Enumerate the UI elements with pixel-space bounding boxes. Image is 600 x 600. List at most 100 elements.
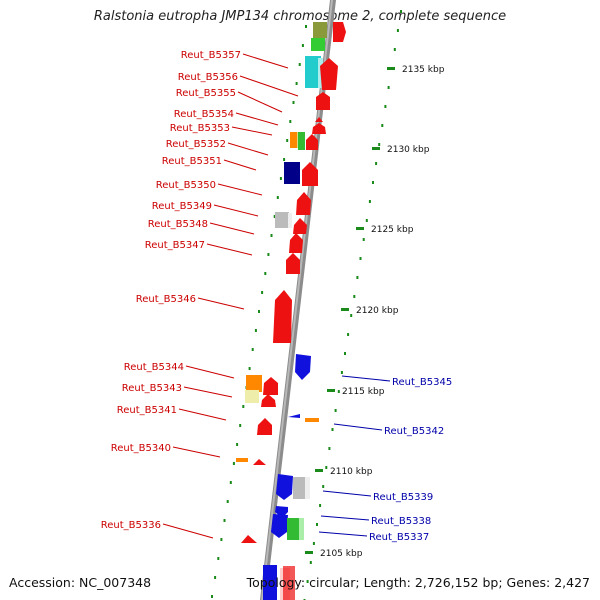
gene-block[interactable]: [245, 390, 259, 403]
gene-label[interactable]: Reut_B5339: [373, 492, 433, 503]
gene-label[interactable]: Reut_B5356: [178, 72, 238, 83]
gene-arrow[interactable]: [320, 58, 338, 90]
gene-block[interactable]: [275, 212, 289, 228]
tick-mark: [378, 143, 381, 146]
gene-label[interactable]: Reut_B5350: [156, 180, 216, 191]
gene-block[interactable]: [283, 566, 295, 600]
leader-line: [239, 75, 299, 97]
tick-mark: [305, 25, 307, 28]
gene-label[interactable]: Reut_B5354: [174, 109, 234, 120]
gene-arrow[interactable]: [263, 377, 278, 395]
gene-label[interactable]: Reut_B5341: [117, 405, 177, 416]
gene-arrow[interactable]: [315, 117, 323, 122]
tick-mark: [350, 314, 353, 317]
tick-mark: [362, 238, 365, 241]
gene-block[interactable]: [305, 477, 310, 499]
kbp-major-tick: [305, 551, 313, 554]
gene-label[interactable]: Reut_B5336: [101, 520, 161, 531]
tick-mark: [258, 310, 260, 313]
gene-arrow[interactable]: [276, 474, 293, 500]
leader-line: [318, 531, 368, 537]
gene-label[interactable]: Reut_B5343: [122, 383, 182, 394]
gene-block[interactable]: [305, 56, 321, 88]
left-label-leaders: [162, 53, 299, 539]
gene-block[interactable]: [298, 132, 305, 150]
gene-arrow[interactable]: [333, 22, 346, 42]
gene-block[interactable]: [284, 162, 300, 184]
leader-line: [183, 386, 233, 398]
gene-label[interactable]: Reut_B5355: [176, 88, 236, 99]
leader-line: [162, 523, 214, 539]
gene-block[interactable]: [299, 518, 304, 540]
leader-line: [206, 243, 253, 256]
leader-line: [197, 297, 245, 310]
tick-mark: [353, 295, 356, 298]
gene-block[interactable]: [288, 213, 292, 228]
tick-mark: [261, 291, 264, 294]
leader-line: [172, 446, 221, 458]
gene-arrow[interactable]: [316, 92, 330, 110]
gene-label[interactable]: Reut_B5337: [369, 532, 429, 543]
gene-arrow[interactable]: [306, 134, 318, 150]
gene-block[interactable]: [290, 132, 297, 148]
tick-mark: [217, 557, 220, 560]
gene-arrow[interactable]: [293, 218, 307, 234]
gene-arrow[interactable]: [312, 123, 326, 134]
tick-mark: [223, 519, 226, 522]
leader-line: [217, 183, 263, 196]
kbp-label: 2110 kbp: [330, 467, 373, 477]
gene-arrow[interactable]: [261, 394, 276, 407]
gene-arrow[interactable]: [271, 514, 288, 538]
tick-mark: [229, 481, 232, 484]
gene-label[interactable]: Reut_B5348: [148, 219, 208, 230]
tick-mark: [236, 443, 239, 446]
kbp-major-tick: [341, 308, 349, 311]
gene-label[interactable]: Reut_B5352: [166, 139, 226, 150]
gene-label[interactable]: Reut_B5340: [111, 443, 171, 454]
leader-line: [178, 408, 227, 421]
gene-block[interactable]: [318, 58, 323, 88]
gene-arrow[interactable]: [253, 459, 266, 465]
tick-mark: [248, 367, 251, 370]
outer-tick-track: [303, 10, 402, 600]
gene-arrow[interactable]: [302, 162, 318, 186]
tick-mark: [242, 405, 245, 408]
kbp-major-tick: [327, 389, 335, 392]
gene-block[interactable]: [311, 38, 325, 51]
gene-arrow[interactable]: [241, 535, 257, 543]
gene-label[interactable]: Reut_B5357: [181, 50, 241, 61]
gene-arrow[interactable]: [289, 233, 303, 253]
tick-mark: [279, 177, 282, 180]
gene-label[interactable]: Reut_B5349: [152, 201, 212, 212]
gene-label[interactable]: Reut_B5353: [170, 123, 230, 134]
tick-mark: [328, 447, 331, 450]
gene-label[interactable]: Reut_B5345: [392, 377, 452, 388]
gene-block[interactable]: [236, 458, 248, 462]
tick-mark: [220, 538, 223, 541]
gene-label[interactable]: Reut_B5346: [136, 294, 196, 305]
gene-label[interactable]: Reut_B5351: [162, 156, 222, 167]
tick-mark: [347, 333, 350, 336]
gene-arrow[interactable]: [286, 253, 300, 274]
gene-block[interactable]: [305, 418, 319, 422]
leader-line: [242, 53, 289, 69]
gene-block[interactable]: [246, 375, 262, 392]
tick-mark: [396, 29, 399, 32]
tick-mark: [214, 576, 217, 579]
gene-label[interactable]: Reut_B5347: [145, 240, 205, 251]
gene-arrow[interactable]: [295, 354, 311, 380]
gene-block[interactable]: [313, 22, 327, 38]
tick-mark: [239, 424, 242, 427]
gene-arrow[interactable]: [296, 192, 311, 215]
gene-label[interactable]: Reut_B5344: [124, 362, 184, 373]
gene-arrow[interactable]: [273, 290, 292, 343]
gene-arrow[interactable]: [288, 414, 300, 418]
gene-block[interactable]: [263, 565, 277, 600]
topology-summary: Topology: circular; Length: 2,726,152 bp…: [246, 575, 590, 590]
gene-label[interactable]: Reut_B5338: [371, 516, 431, 527]
tick-mark: [211, 595, 213, 598]
gene-label[interactable]: Reut_B5342: [384, 426, 444, 437]
tick-mark: [319, 504, 322, 507]
gene-arrow[interactable]: [257, 418, 272, 435]
